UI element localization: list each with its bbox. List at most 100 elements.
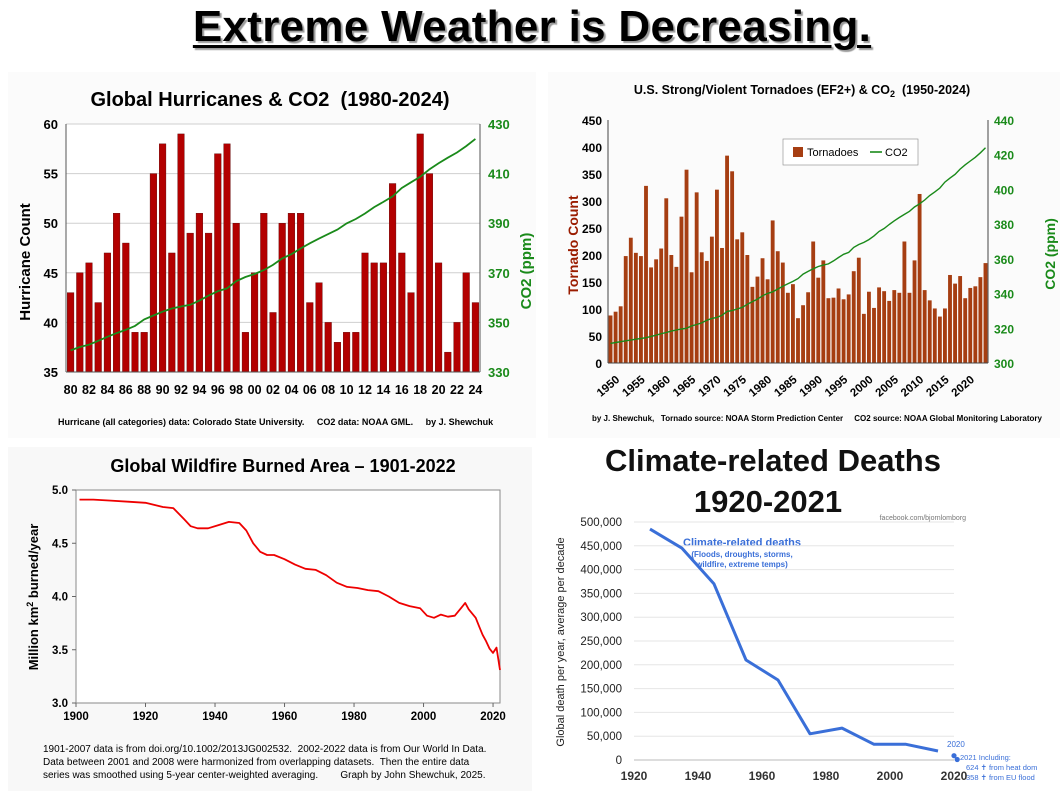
wildfire-y-label-pre: Million km <box>26 607 41 671</box>
hurricane-bar <box>241 332 249 373</box>
hurricane-bar <box>361 252 369 373</box>
wildfire-line <box>79 498 501 671</box>
tornado-bar <box>861 313 866 363</box>
deaths-series-sublabel: (Floods, droughts, storms, <box>691 550 792 559</box>
hurricane-x-tick: 94 <box>192 383 206 397</box>
co2-legend-label: CO2 <box>885 147 908 159</box>
hurricane-y-tick: 40 <box>44 315 58 330</box>
tornado-y-tick: 0 <box>595 357 602 371</box>
hurricane-bar <box>462 272 470 373</box>
deaths-watermark: facebook.com/bjornlomborg <box>880 515 966 522</box>
deaths-x-tick: 1920 <box>621 769 648 783</box>
tornado-title-sub: 2 <box>890 89 895 99</box>
hurricane-y2-tick: 390 <box>488 216 510 231</box>
deaths-title-line2: 1920-2021 <box>694 484 842 519</box>
hurricane-bar <box>333 342 341 373</box>
hurricane-bar <box>324 322 332 373</box>
hurricane-bar <box>343 332 351 373</box>
tornado-bar <box>730 171 735 363</box>
hurricane-x-tick: 16 <box>395 383 409 397</box>
hurricane-bar <box>435 262 443 373</box>
tornado-bar <box>806 292 811 363</box>
hurricane-y-tick: 45 <box>44 266 58 281</box>
tornado-bar <box>740 232 745 363</box>
deaths-x-tick: 1940 <box>685 769 712 783</box>
tornado-bar <box>958 276 963 363</box>
tornado-legend-label: Tornadoes <box>807 147 859 159</box>
tornado-legend-box <box>782 138 919 166</box>
hurricane-y-tick: 55 <box>44 167 58 182</box>
tornado-bar <box>791 284 795 363</box>
tornado-bar <box>887 300 892 363</box>
hurricane-bar <box>315 282 323 373</box>
tornado-bar <box>750 286 755 363</box>
hurricane-y2-tick: 430 <box>488 117 510 132</box>
hurricane-bar <box>232 222 240 373</box>
deaths-annotation: 2021 Including: <box>960 753 1011 762</box>
deaths-y-tick: 200,000 <box>580 660 622 672</box>
hurricane-y2-tick: 350 <box>488 315 510 330</box>
tornado-bar <box>831 297 836 363</box>
tornado-bar <box>623 256 628 363</box>
hurricane-x-tick: 22 <box>450 383 464 397</box>
hurricane-bar <box>260 213 268 373</box>
hurricane-x-tick: 90 <box>156 383 170 397</box>
tornado-title: U.S. Strong/Violent Tornadoes (EF2+) & C… <box>634 83 970 99</box>
tornado-bar <box>715 189 719 363</box>
tornado-bar <box>628 237 633 363</box>
hurricane-bar <box>113 213 121 373</box>
tornado-bar <box>968 287 973 363</box>
tornado-bar <box>826 298 831 363</box>
hurricane-bar <box>416 133 424 373</box>
tornado-y2-label: CO2 (ppm) <box>1042 218 1058 290</box>
deaths-2020-label: 2020 <box>947 740 965 749</box>
wildfire-x-tick: 1900 <box>63 711 89 723</box>
deaths-x-tick: 2000 <box>877 769 904 783</box>
tornado-chart: U.S. Strong/Violent Tornadoes (EF2+) & C… <box>548 72 1060 438</box>
deaths-y-tick: 250,000 <box>580 636 622 648</box>
tornado-bar <box>669 255 674 363</box>
hurricane-bar <box>471 302 479 373</box>
hurricane-bar <box>278 222 286 373</box>
hurricane-bar <box>306 302 314 373</box>
tornado-bar <box>882 291 887 363</box>
hurricane-bar <box>379 262 387 373</box>
tornado-bar <box>912 260 917 363</box>
tornado-y-tick: 250 <box>582 222 602 236</box>
deaths-line <box>649 527 939 753</box>
hurricane-title: Global Hurricanes & CO2 (1980-2024) <box>90 89 449 111</box>
tornado-y2-tick: 300 <box>994 357 1014 371</box>
wildfire-y-tick: 4.0 <box>52 592 68 604</box>
tornado-bar <box>922 290 927 363</box>
tornado-legend-swatch <box>793 147 803 157</box>
wildfire-footnote-line: Data between 2001 and 2008 were harmoniz… <box>43 757 470 768</box>
hurricane-bar <box>425 173 433 373</box>
hurricane-y2-label: CO2 (ppm) <box>518 233 535 310</box>
co2-line <box>610 147 986 345</box>
tornado-bar <box>699 252 704 363</box>
hurricane-bar <box>251 272 259 373</box>
tornado-y2-tick: 360 <box>994 253 1014 267</box>
wildfire-title: Global Wildfire Burned Area – 1901-2022 <box>110 456 455 476</box>
tornado-y2-tick: 340 <box>994 288 1014 302</box>
wildfire-footnote-line: series was smoothed using 5-year center-… <box>43 770 485 781</box>
deaths-point <box>951 753 957 759</box>
tornado-y-tick: 50 <box>589 330 603 344</box>
tornado-bar <box>755 276 760 363</box>
wildfire-y-label-post: burned/year <box>26 524 41 602</box>
hurricane-bar <box>67 292 75 373</box>
hurricane-bar <box>223 143 231 373</box>
tornado-bar <box>760 258 765 363</box>
hurricane-y2-tick: 330 <box>488 365 510 380</box>
hurricane-bar <box>287 213 295 373</box>
hurricane-y2-tick: 370 <box>488 266 510 281</box>
hurricane-x-tick: 86 <box>119 383 133 397</box>
tornado-bar <box>618 306 623 363</box>
tornado-bar <box>785 292 790 363</box>
tornado-bar <box>644 185 648 363</box>
wildfire-plot-area <box>75 489 501 704</box>
wildfire-x-tick: 1920 <box>133 711 159 723</box>
wildfire-y-label-sup: 2 <box>25 602 35 607</box>
tornado-y-tick: 200 <box>582 249 602 263</box>
wildfire-y-label: Million km2 burned/year <box>25 524 41 671</box>
